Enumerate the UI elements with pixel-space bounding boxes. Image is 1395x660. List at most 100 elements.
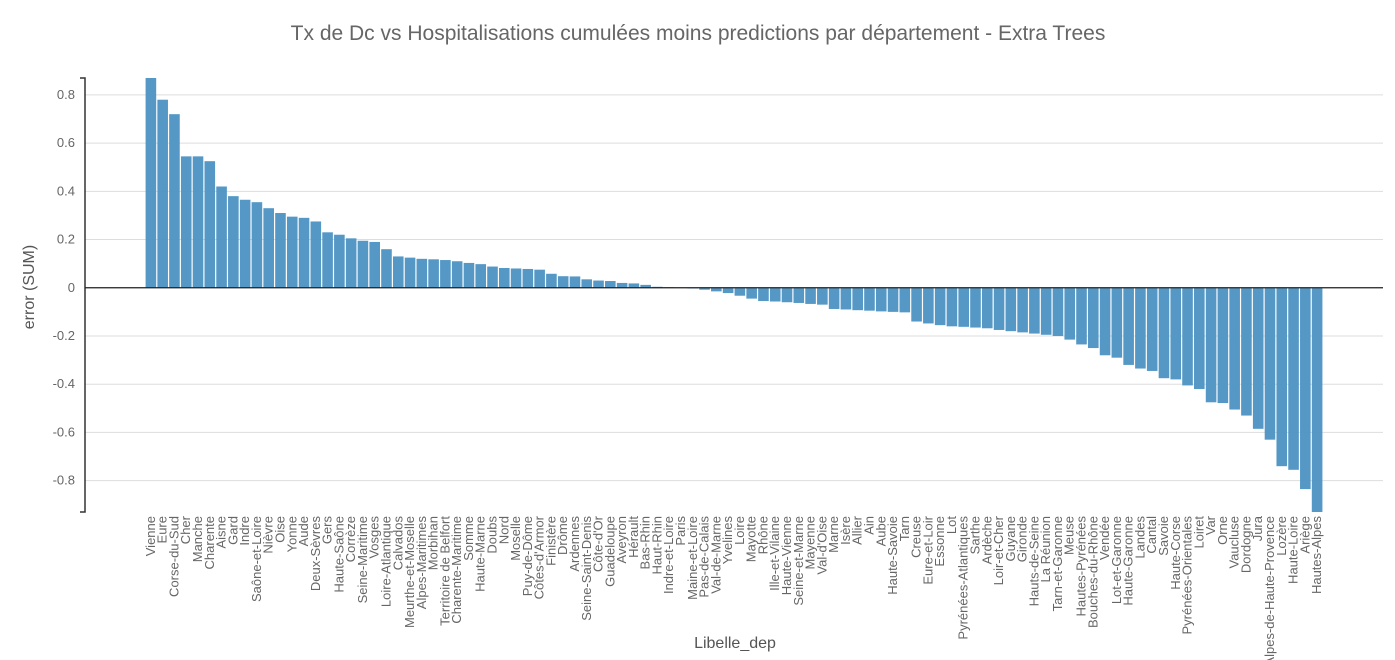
bar — [157, 99, 168, 288]
x-tick-label: Hauts-de-Seine — [1026, 516, 1041, 606]
x-tick-label: Bouches-du-Rhône — [1085, 516, 1100, 628]
x-tick-label: Aisne — [214, 516, 229, 549]
bar — [557, 276, 569, 288]
x-tick-label: Indre-et-Loire — [661, 516, 676, 594]
bar — [817, 287, 828, 305]
x-tick-label: Hautes-Pyrénées — [1074, 516, 1089, 617]
y-tick-label: 0.8 — [57, 87, 75, 102]
x-tick-label: Orne — [1215, 516, 1230, 545]
x-tick-label: Creuse — [909, 516, 924, 558]
bar — [581, 279, 593, 288]
x-tick-label: Seine-Saint-Denis — [579, 516, 594, 621]
x-tick-label: Alpes-de-Haute-Provence — [1262, 516, 1277, 660]
bar — [440, 260, 451, 288]
x-tick-label: Gers — [320, 516, 335, 545]
bar — [699, 287, 710, 290]
x-tick-label: Côtes-d'Armor — [532, 515, 547, 599]
x-tick-label: Haute-Marne — [473, 516, 488, 592]
bar — [746, 287, 757, 299]
bar — [628, 283, 640, 288]
x-tick-label: Territoire de Belfort — [437, 516, 452, 626]
bar — [1005, 287, 1017, 332]
bar — [463, 262, 475, 288]
x-tick-label: Ardennes — [567, 516, 582, 572]
x-tick-label: Essonne — [932, 516, 947, 567]
bar — [805, 287, 816, 304]
x-tick-label: Corse-du-Sud — [166, 516, 181, 597]
bar — [522, 268, 534, 288]
bar — [840, 287, 852, 310]
bar — [1205, 287, 1217, 403]
x-tick-label: Moselle — [508, 516, 523, 561]
y-tick-label: -0.4 — [53, 376, 75, 391]
x-tick-label: Pas-de-Calais — [697, 516, 712, 598]
x-tick-label: Bas-Rhin — [638, 516, 653, 569]
y-tick-label: 0 — [68, 280, 75, 295]
x-tick-label: Morbihan — [426, 516, 441, 570]
bar — [1123, 287, 1134, 365]
x-tick-label: Aveyron — [614, 516, 629, 563]
bar — [251, 202, 263, 288]
x-tick-label: Meurthe-et-Moselle — [402, 516, 417, 628]
bar — [734, 287, 746, 296]
chart-title: Tx de Dc vs Hospitalisations cumulées mo… — [291, 22, 1106, 45]
bar — [1276, 287, 1288, 467]
bar — [1158, 287, 1170, 379]
x-tick-label: Isère — [838, 516, 853, 545]
bar — [616, 282, 628, 288]
bar — [1288, 287, 1299, 470]
bar — [192, 156, 204, 288]
bar — [1111, 287, 1123, 358]
bar — [1052, 287, 1064, 336]
x-tick-label: Ariège — [1297, 516, 1312, 554]
y-tick-label: 0.4 — [57, 183, 75, 198]
x-tick-label: Côte-d'Or — [591, 515, 606, 572]
bar — [428, 259, 439, 288]
x-tick-label: Seine-Maritime — [355, 516, 370, 603]
x-tick-label: Haute-Saône — [331, 516, 346, 593]
bar — [510, 268, 522, 288]
x-tick-label: Savoie — [1156, 516, 1171, 556]
bar — [357, 240, 369, 288]
bar — [369, 241, 381, 288]
x-tick-label: Saône-et-Loire — [249, 516, 264, 602]
bar — [1076, 287, 1087, 345]
bar — [1040, 287, 1052, 335]
x-tick-label: Charente-Maritime — [449, 516, 464, 624]
x-tick-label: Alpes-Maritimes — [414, 516, 429, 610]
x-tick-label: Aude — [296, 516, 311, 546]
bar — [263, 208, 274, 288]
x-tick-label: Eure — [155, 516, 170, 543]
bar — [487, 266, 498, 288]
x-tick-label: Mayenne — [803, 516, 818, 569]
y-tick-label: 0.6 — [57, 135, 75, 150]
bar — [899, 287, 911, 313]
bar — [1170, 287, 1182, 380]
x-tick-label: Hautes-Alpes — [1309, 516, 1324, 595]
x-tick-label: Doubs — [485, 516, 500, 554]
x-tick-label: Mayotte — [744, 516, 759, 562]
bar — [145, 78, 157, 288]
bar — [852, 287, 863, 311]
bar — [1182, 287, 1193, 386]
bar — [204, 161, 216, 288]
x-tick-label: Vendée — [1097, 516, 1112, 560]
bar — [593, 280, 604, 288]
bar — [451, 261, 463, 288]
bar — [1300, 287, 1311, 490]
x-tick-label: Ille-et-Vilaine — [767, 516, 782, 591]
x-tick-label: Deux-Sèvres — [308, 516, 323, 592]
bar — [911, 287, 922, 322]
x-tick-label: Gironde — [1015, 516, 1030, 562]
x-tick-label: Manche — [190, 516, 205, 562]
bar — [1229, 287, 1240, 410]
x-tick-label: Sarthe — [967, 516, 982, 554]
bar — [298, 217, 310, 288]
bar — [286, 216, 298, 288]
bar — [1264, 287, 1276, 440]
x-tick-label: Lozère — [1274, 516, 1289, 556]
bar — [475, 264, 487, 288]
x-tick-label: Seine-et-Marne — [791, 516, 806, 606]
bar — [781, 287, 793, 303]
bar — [1241, 287, 1252, 416]
